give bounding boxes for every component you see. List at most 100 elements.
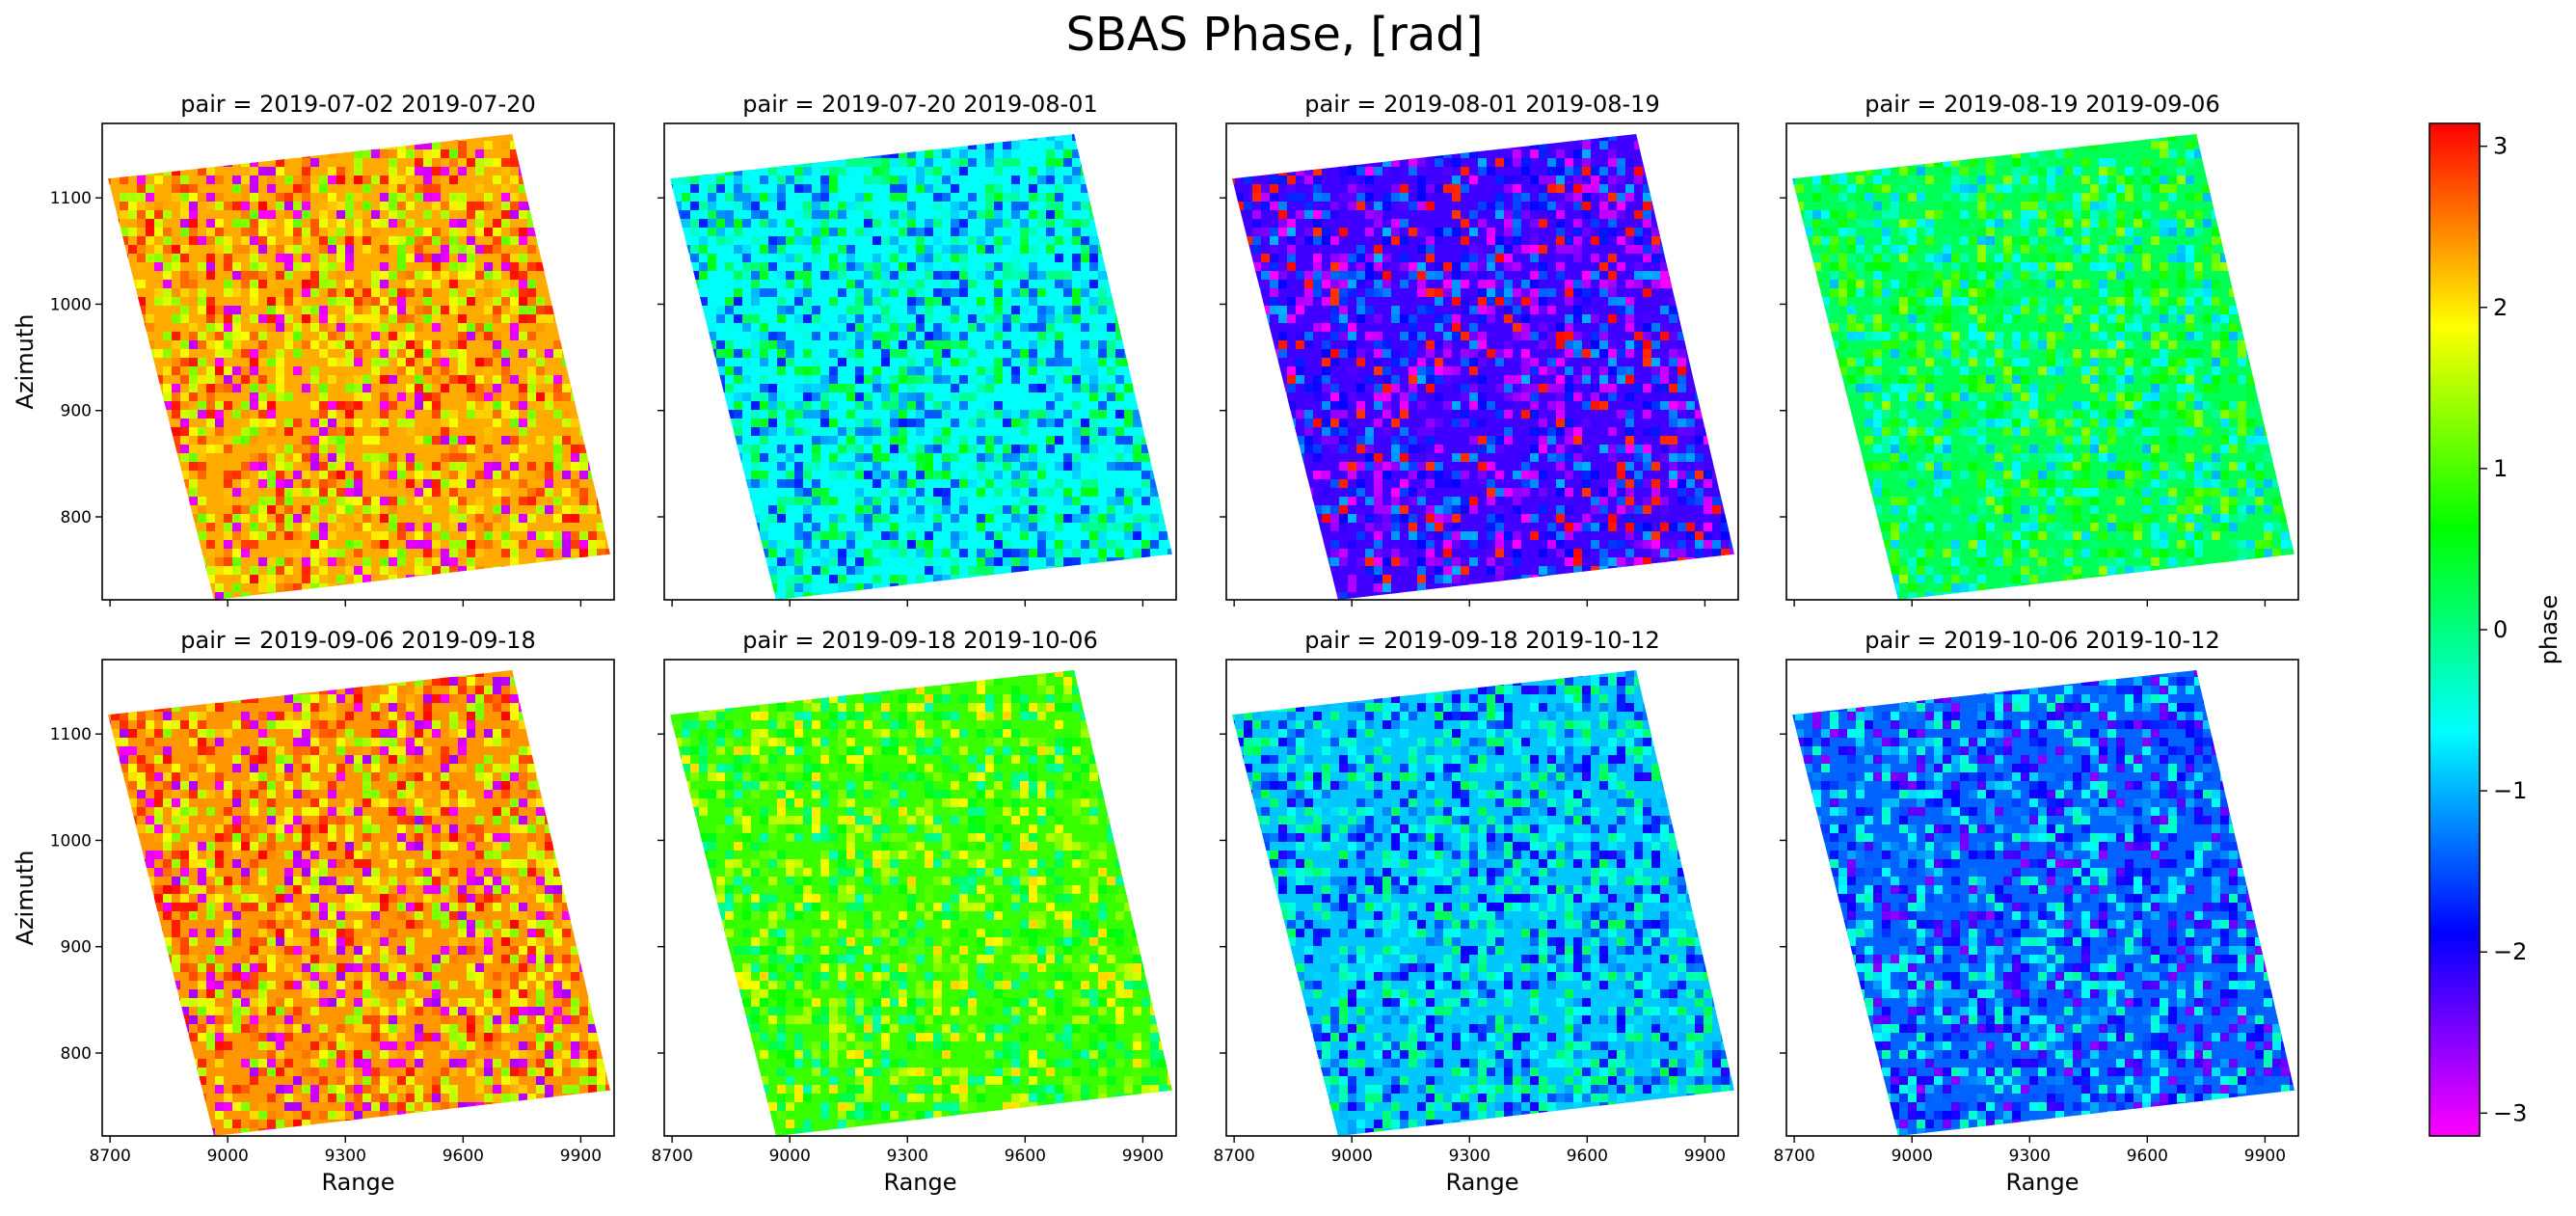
phase-cell [1461, 134, 1469, 141]
phase-cell [690, 401, 699, 410]
phase-cell [768, 566, 777, 575]
phase-cell [527, 228, 536, 236]
phase-cell [484, 228, 493, 236]
phase-cell [777, 141, 786, 149]
phase-cell [137, 462, 146, 471]
phase-cell [725, 366, 734, 375]
phase-cell [302, 176, 310, 184]
phase-cell [449, 497, 458, 505]
phase-cell [1608, 297, 1617, 306]
phase-cell [215, 332, 224, 340]
phase-cell [215, 419, 224, 427]
phase-cell [241, 149, 250, 158]
phase-cell [699, 401, 708, 410]
phase-cell [163, 167, 172, 176]
phase-cell [501, 280, 510, 288]
phase-cell [250, 566, 258, 575]
phase-cell [1382, 141, 1391, 149]
phase-cell [458, 436, 467, 445]
phase-cell [310, 583, 319, 592]
phase-cell [1252, 314, 1261, 323]
phase-cell [1029, 184, 1037, 193]
phase-cell [571, 497, 579, 505]
phase-cell [899, 245, 907, 254]
phase-cell [1704, 254, 1712, 262]
phase-cell [467, 245, 475, 254]
phase-cell [803, 271, 812, 280]
phase-cell [916, 245, 925, 254]
phase-cell [708, 384, 716, 392]
phase-cell [942, 505, 951, 514]
phase-cell [328, 228, 336, 236]
phase-cell [1469, 228, 1478, 236]
phase-cell [1704, 280, 1712, 288]
phase-cell [1391, 349, 1400, 358]
phase-cell [1150, 419, 1159, 427]
phase-cell [467, 210, 475, 219]
phase-cell [1232, 193, 1235, 202]
phase-cell [1037, 566, 1046, 575]
phase-cell [1521, 271, 1530, 280]
phase-cell [725, 219, 734, 228]
phase-cell [1159, 349, 1167, 358]
phase-cell [916, 306, 925, 314]
phase-cell [881, 236, 890, 245]
phase-cell [501, 193, 510, 202]
phase-cell [493, 236, 501, 245]
phase-cell [1495, 288, 1504, 297]
phase-cell [742, 549, 751, 557]
phase-cell [423, 366, 432, 375]
phase-cell [241, 410, 250, 419]
phase-cell [916, 471, 925, 479]
phase-cell [1417, 176, 1426, 184]
phase-cell [415, 236, 423, 245]
phase-cell [959, 497, 968, 505]
phase-cell [1478, 167, 1487, 176]
phase-cell [189, 427, 198, 436]
phase-cell [1081, 314, 1089, 323]
phase-cell [899, 176, 907, 184]
phase-cell [1712, 332, 1721, 340]
phase-cell [1452, 262, 1461, 271]
phase-cell [768, 245, 777, 254]
phase-cell [336, 436, 345, 445]
phase-cell [501, 323, 510, 332]
phase-cell [1055, 419, 1063, 427]
phase-cell [215, 219, 224, 228]
phase-cell [1695, 228, 1704, 236]
phase-cell [108, 323, 111, 332]
phase-cell [942, 245, 951, 254]
phase-cell [838, 427, 846, 436]
phase-cell [794, 297, 803, 306]
phase-cell [146, 453, 154, 462]
phase-cell [258, 583, 267, 592]
phase-cell [1115, 349, 1124, 358]
phase-cell [933, 340, 942, 349]
phase-cell [977, 314, 985, 323]
phase-cell [519, 297, 527, 306]
phase-cell [777, 514, 786, 523]
phase-cell [1608, 219, 1617, 228]
phase-cell [1011, 314, 1020, 323]
phase-cell [890, 123, 899, 132]
phase-cell [1330, 306, 1339, 314]
phase-cell [215, 306, 224, 314]
phase-cell [1115, 332, 1124, 340]
phase-cell [838, 358, 846, 366]
phase-cell [890, 184, 899, 193]
phase-cell [198, 583, 206, 592]
phase-cell [527, 419, 536, 427]
phase-cell [1089, 453, 1098, 462]
phase-cell [354, 280, 362, 288]
phase-cell [1124, 505, 1133, 514]
phase-cell [786, 419, 794, 427]
phase-cell [284, 419, 293, 427]
phase-cell [1115, 540, 1124, 549]
phase-cell [768, 123, 777, 132]
phase-cell [206, 375, 215, 384]
phase-cell [189, 384, 198, 392]
phase-cell [1669, 340, 1677, 349]
phase-cell [120, 497, 128, 505]
phase-cell [545, 134, 553, 141]
phase-cell [881, 280, 890, 288]
